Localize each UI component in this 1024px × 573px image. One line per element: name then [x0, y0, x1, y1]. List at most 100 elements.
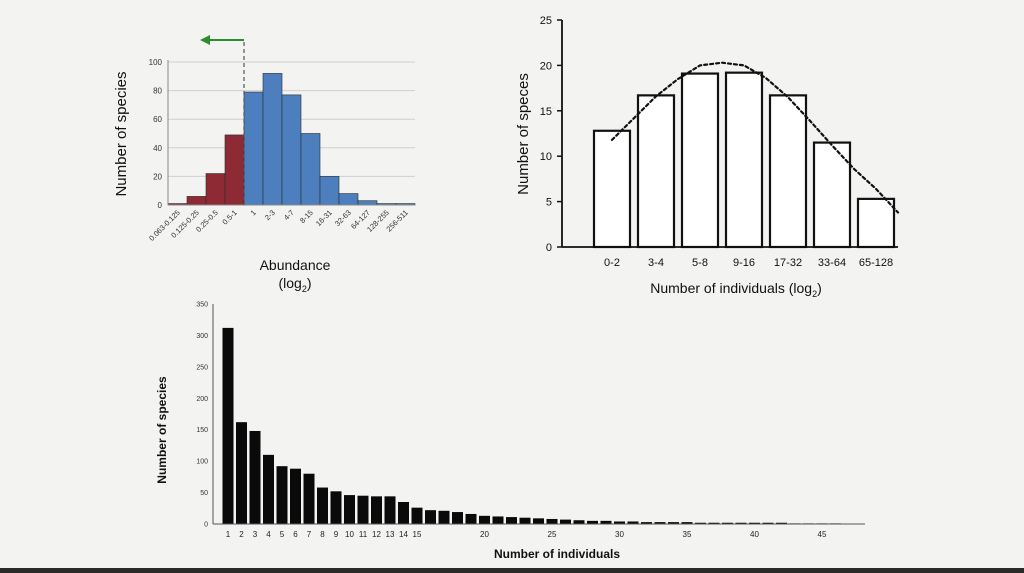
chart3-bar — [506, 517, 517, 524]
chart1-bar — [338, 193, 359, 206]
chart3-x-tick-label: 13 — [386, 530, 395, 539]
chart3-bar — [492, 516, 504, 524]
chart3-bar — [762, 522, 774, 524]
chart2-bar — [636, 94, 676, 249]
chart2-x-tick-label: 3-4 — [648, 257, 664, 269]
chart1-bar — [357, 200, 378, 206]
chart3-x-ticks: 1 2 3 4 5 6 7 8 9 10 11 12 13 14 15 20 25 30 35 40 45 — [226, 530, 827, 539]
chart3-y-ticks: 0 50 100 150 200 250 300 350 — [196, 302, 208, 529]
chart2-bar — [768, 94, 808, 249]
chart3-x-tick-label: 3 — [253, 530, 258, 539]
chart3-x-tick-label: 45 — [818, 530, 827, 539]
chart2-x-tick-label: 0-2 — [604, 257, 620, 269]
chart3-bar — [384, 496, 396, 524]
chart1-arrow-head — [200, 35, 210, 45]
chart3-bar — [249, 430, 261, 524]
chart3-bar — [519, 517, 531, 524]
chart1-x-tick-label: 2-3 — [263, 208, 277, 222]
chart1-bar — [243, 91, 264, 206]
chart3-bar — [776, 522, 787, 524]
chart1-y-axis-label: Number of species — [113, 71, 130, 196]
chart1-bar — [281, 94, 302, 206]
chart1-x-unit-sub: 2 — [302, 284, 307, 294]
chart3-x-tick-label: 14 — [399, 530, 408, 539]
chart2-fit-curve-line — [610, 61, 900, 214]
chart3-x-tick-label: 11 — [359, 530, 368, 539]
chart1-x-unit-close: ) — [307, 275, 312, 291]
chart1-y-tick-label: 60 — [153, 115, 162, 124]
chart3-bar — [735, 522, 747, 524]
chart1-bar — [186, 196, 207, 206]
chart3-x-axis-label: Number of individuals — [494, 547, 620, 561]
chart2-axes — [561, 20, 898, 248]
chart3-bar — [479, 515, 490, 524]
chart1-bar — [300, 133, 321, 206]
chart1-x-axis-label: Abundance — [260, 257, 331, 273]
chart1-x-tick-label: 4-7 — [282, 208, 296, 222]
chart3-bar — [222, 327, 234, 524]
chart3-bar — [452, 512, 463, 524]
chart3-y-tick-label: 50 — [200, 490, 208, 497]
chart2-bar — [680, 72, 720, 249]
chart3-x-tick-label: 6 — [293, 530, 298, 539]
chart3-bar — [344, 495, 355, 524]
chart3-bar — [546, 518, 558, 524]
chart1-bar — [205, 173, 226, 206]
chart3-x-tick-label: 12 — [372, 530, 381, 539]
chart2-bar — [856, 197, 896, 249]
chart3-x-tick-label: 10 — [345, 530, 354, 539]
chart3-bar — [276, 466, 288, 524]
chart3-bar — [695, 522, 706, 524]
chart3-bar — [573, 520, 585, 524]
species-octave-histogram: 0 5 10 15 20 25 0-2 3-4 5-8 9-16 17-32 33-64 65-128… — [515, 15, 900, 299]
chart3-x-tick-label: 20 — [480, 530, 489, 539]
chart3-y-tick-label: 250 — [196, 364, 208, 371]
chart1-x-axis-unit: (log2) — [278, 275, 311, 294]
chart3-bar — [465, 513, 477, 524]
chart3-y-tick-label: 300 — [196, 333, 208, 340]
chart3-bar — [357, 495, 369, 524]
chart3-bar — [303, 473, 315, 524]
chart3-x-tick-label: 8 — [320, 530, 325, 539]
chart2-x-label-sub: 2 — [812, 289, 817, 299]
chart2-x-tick-label: 33-64 — [818, 257, 846, 269]
chart3-x-tick-label: 35 — [683, 530, 692, 539]
chart3-x-tick-label: 25 — [548, 530, 557, 539]
chart3-bar — [330, 491, 342, 524]
chart3-bar — [614, 521, 625, 524]
chart3-x-tick-label: 7 — [307, 530, 312, 539]
chart3-y-axis-label: Number of species — [155, 376, 169, 484]
chart2-y-tick-label: 20 — [540, 60, 552, 72]
chart1-bar — [224, 134, 245, 206]
chart1-y-tick-label: 40 — [153, 144, 162, 153]
screen-bottom-bar — [0, 568, 1024, 573]
chart2-x-tick-label: 65-128 — [859, 257, 893, 269]
chart3-x-tick-label: 4 — [266, 530, 271, 539]
chart1-y-tick-label: 20 — [153, 172, 162, 181]
chart2-x-tick-label: 17-32 — [774, 257, 802, 269]
chart3-bar — [560, 519, 571, 524]
chart1-y-tick-label: 0 — [158, 201, 163, 210]
chart3-y-tick-label: 350 — [196, 302, 208, 309]
chart1-x-tick-label: 16-31 — [314, 208, 334, 228]
chart3-bar — [681, 522, 693, 524]
chart2-bar — [812, 141, 852, 249]
chart3-bar — [722, 522, 733, 524]
chart2-fit-curve — [610, 61, 900, 214]
chart1-bar — [262, 73, 283, 206]
chart2-y-axis-label: Number of speces — [515, 73, 532, 195]
chart3-x-tick-label: 30 — [615, 530, 624, 539]
chart1-x-tick-label: 8-15 — [298, 208, 315, 225]
chart3-y-tick-label: 100 — [196, 459, 208, 466]
chart2-y-tick-label: 10 — [540, 151, 552, 163]
chart2-x-axis-label: Number of individuals (log2) — [650, 280, 822, 299]
chart3-bar — [587, 520, 598, 524]
chart2-y-tick-label: 0 — [546, 242, 552, 254]
chart1-bar — [319, 176, 340, 206]
chart3-bar — [371, 496, 382, 524]
chart2-x-tick-label: 9-16 — [733, 257, 755, 269]
chart1-y-ticks: 0 20 40 60 80 100 — [149, 58, 163, 210]
